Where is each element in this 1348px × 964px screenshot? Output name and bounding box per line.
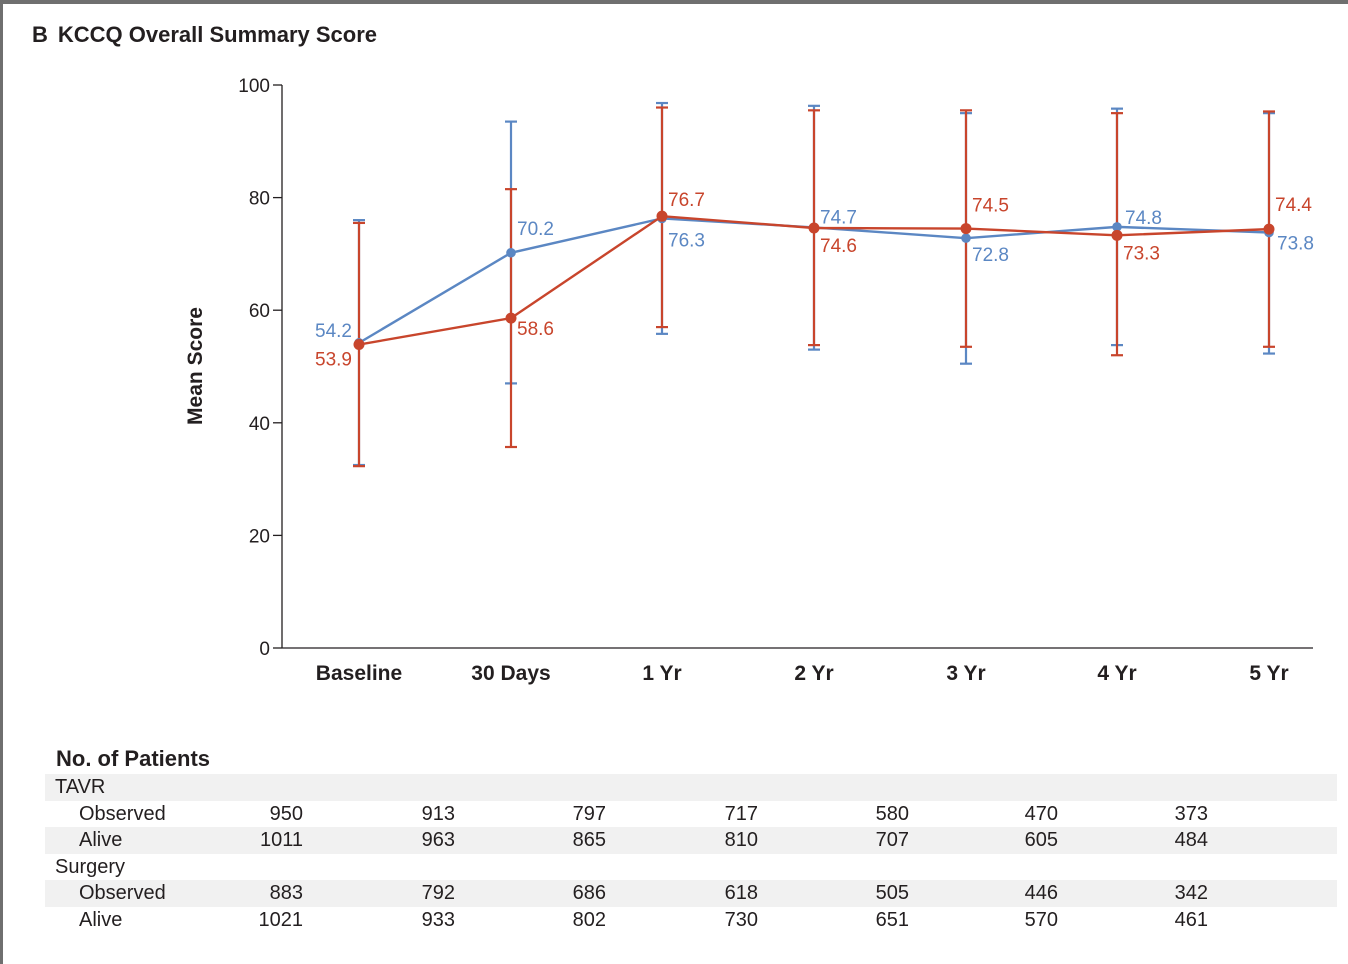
patients-count-cell: 446	[1024, 882, 1058, 904]
series-line-group-1: 53.9 58.6 76.7 74.6 74.5 73.3 74.4	[315, 190, 1312, 370]
y-axis-label: Mean Score	[184, 307, 207, 425]
patients-count-cell: 605	[1024, 829, 1058, 851]
frame-left-border	[0, 0, 3, 964]
patients-count-cell: 883	[269, 882, 303, 904]
data-label: 74.7	[820, 207, 857, 228]
data-point	[1112, 222, 1122, 232]
patients-count-cell: 717	[724, 802, 758, 825]
patients-count-cell: 810	[724, 829, 758, 851]
y-tick-label: 100	[238, 76, 270, 97]
row-label: Alive	[79, 829, 123, 851]
patients-count-cell: 570	[1024, 908, 1058, 931]
patients-count-cell: 865	[572, 829, 606, 851]
row-label: Observed	[79, 882, 166, 904]
x-category-label: 3 Yr	[946, 662, 985, 685]
patients-count-cell: 580	[875, 802, 909, 825]
patients-count-cell: 342	[1174, 882, 1208, 904]
data-point	[961, 233, 971, 243]
row-label: TAVR	[55, 776, 106, 798]
patients-table-row: Alive 1011 963 865 810 707 605 484	[45, 827, 1337, 854]
data-label: 74.4	[1275, 195, 1312, 216]
patients-table-row: Observed 883 792 686 618 505 446 342	[45, 880, 1337, 907]
data-point	[1111, 229, 1123, 241]
patients-table: TAVR Observed 950 913 797 717 580 470 373 Alive 10…	[45, 774, 1337, 933]
patients-count-cell: 1021	[258, 908, 304, 931]
patients-table-row: Surgery	[45, 854, 1337, 881]
data-point	[656, 210, 668, 222]
data-label: 72.8	[972, 245, 1009, 266]
patients-count-cell: 792	[421, 882, 455, 904]
x-category-label: 2 Yr	[794, 662, 833, 685]
patients-table-row: Alive 1021 933 802 730 651 570 461	[45, 907, 1337, 934]
data-label: 74.8	[1125, 208, 1162, 229]
data-label: 54.2	[315, 321, 352, 342]
data-point	[506, 247, 516, 258]
y-tick-label: 0	[259, 639, 270, 660]
row-label: Surgery	[55, 855, 126, 878]
y-tick-label: 40	[249, 414, 270, 435]
patients-count-cell: 963	[421, 829, 455, 851]
data-label: 70.2	[517, 219, 554, 240]
data-label: 74.5	[972, 196, 1009, 217]
panel-letter: B	[32, 22, 48, 47]
data-point	[1263, 223, 1275, 235]
patients-count-cell: 707	[875, 829, 909, 851]
row-label: Observed	[79, 802, 166, 825]
patients-count-cell: 505	[875, 882, 909, 904]
data-label: 73.8	[1277, 234, 1314, 255]
y-tick-label: 60	[249, 301, 270, 322]
patients-count-cell: 797	[572, 802, 606, 825]
data-point	[353, 339, 365, 351]
data-label: 76.3	[668, 230, 705, 251]
patients-count-cell: 470	[1024, 802, 1058, 825]
x-category-label: 30 Days	[471, 662, 550, 685]
patients-count-cell: 373	[1174, 802, 1208, 825]
x-category-label: 1 Yr	[642, 662, 681, 685]
patients-count-cell: 730	[724, 908, 758, 931]
frame-top-border	[0, 0, 1348, 4]
patients-count-cell: 802	[572, 908, 606, 931]
row-label: Alive	[79, 908, 123, 931]
x-category-label: 5 Yr	[1249, 662, 1288, 685]
patients-count-cell: 933	[421, 908, 455, 931]
data-label: 73.3	[1123, 243, 1160, 264]
x-category-label: Baseline	[316, 662, 402, 685]
chart-title: KCCQ Overall Summary Score	[57, 22, 378, 47]
series-line-group-0: 54.2 70.2 76.3 74.7 72.8 74.8 73.8	[315, 207, 1314, 348]
patients-count-cell: 913	[421, 802, 455, 825]
data-label: 58.6	[517, 319, 554, 340]
series-group-1	[353, 106, 1275, 468]
data-point	[960, 223, 972, 235]
patients-count-cell: 651	[875, 908, 909, 931]
patients-count-cell: 1011	[259, 829, 303, 851]
patients-count-cell: 618	[724, 882, 758, 904]
patients-table-row: TAVR	[45, 774, 1337, 801]
patients-table-title: No. of Patients	[56, 746, 211, 771]
patients-count-cell: 950	[269, 802, 303, 825]
patients-table-row: Observed 950 913 797 717 580 470 373	[45, 801, 1337, 828]
patients-count-cell: 461	[1174, 908, 1208, 931]
y-tick-label: 20	[249, 526, 270, 547]
kccq-line-chart: 0 20 40 60 80 100 Baseline 30 Days 1 Yr 2 Yr 3 Yr 4…	[184, 76, 1314, 685]
y-tick-label: 80	[249, 189, 270, 210]
panel-title: B KCCQ Overall Summary Score	[32, 22, 377, 48]
x-category-label: 4 Yr	[1097, 662, 1136, 685]
data-point	[808, 222, 820, 234]
data-label: 76.7	[668, 190, 705, 211]
data-point	[505, 312, 517, 324]
patients-count-cell: 484	[1174, 829, 1208, 851]
patients-count-cell: 686	[572, 882, 606, 904]
data-label: 53.9	[315, 350, 352, 371]
data-label: 74.6	[820, 236, 857, 257]
